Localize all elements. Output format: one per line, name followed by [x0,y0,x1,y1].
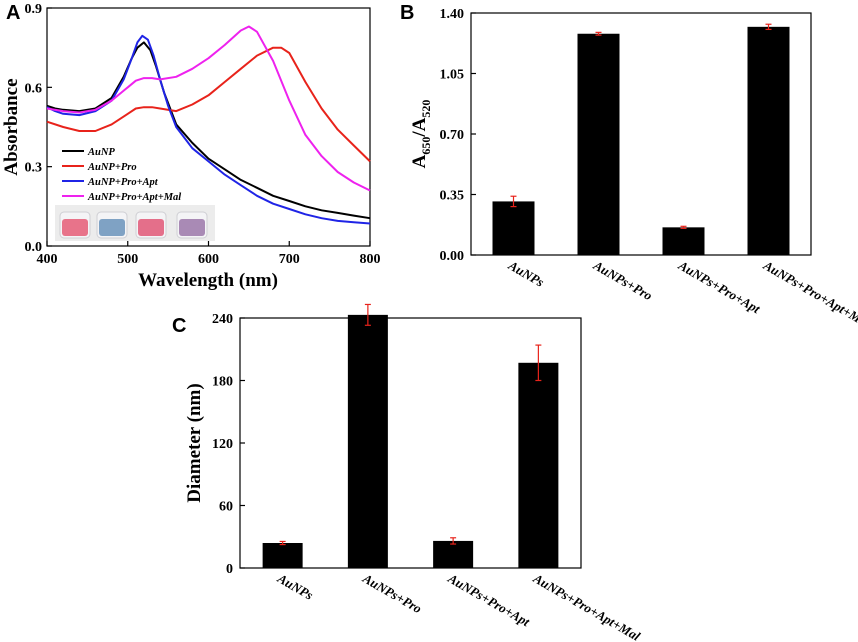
vial-aunp-pro [96,211,128,239]
y-tick-label-240: 240 [212,312,233,327]
x-tick-label-800: 800 [360,252,381,267]
bar-aunps-pro [577,33,620,255]
series-line-aunp-pro-apt-mal [46,25,371,192]
category-label-aunps-pro: AuNPs+Pro [360,570,425,616]
legend-label-auNP-pro-apt: AuNP+Pro+Apt [87,177,159,188]
category-label-aunps-pro-apt-mal: AuNPs+Pro+Apt+Mal [760,257,858,331]
y-tick-label-0.00: 0.00 [440,249,465,264]
category-label-aunps: AuNPs [274,570,316,603]
x-tick-label-500: 500 [117,252,138,267]
x-tick-label-600: 600 [198,252,219,267]
x-tick-label-400: 400 [37,252,58,267]
panel-a-y-axis-title: Absorbance [1,78,22,175]
y-tick-label-0.35: 0.35 [440,189,465,204]
bar-aunps-pro-apt-mal [518,362,559,568]
y-tick-label-0.6: 0.6 [25,81,43,96]
legend-label-auNP-pro: AuNP+Pro [87,162,137,173]
y-tick-label-0.70: 0.70 [440,128,465,143]
y-tick-label-60: 60 [219,500,233,515]
panel-a-letter: A [6,2,20,24]
bar-aunps-pro-apt-mal [747,26,790,256]
panel-c-y-axis-title: Diameter (nm) [184,383,205,502]
legend-label-auNP: AuNP [87,147,115,158]
panel-c-ticks: AuNPs AuNPs+Pro AuNPs+Pro+AptAuNPs+Pro+Apt… [212,312,643,642]
panel-a-ticks: 400 500 600 700 800 0.0 0.3 0.6 0.9 [25,2,381,267]
y-tick-label-180: 180 [212,375,233,390]
panel-b: B AuNPs AuNPs+Pro AuNPs+Pro+AptAuNPs+Pro+A… [400,2,858,331]
series-line-aunp-pro [46,46,371,163]
y-tick-label-0.3: 0.3 [25,161,43,176]
bar-aunps-pro-apt [662,227,705,255]
legend-label-auNP-pro-apt-mal: AuNP+Pro+Apt+Mal [87,192,181,203]
bar-aunps-pro-apt [433,540,474,568]
vial-aunp-pro-apt [135,211,167,239]
y-tick-label-0.0: 0.0 [25,240,43,255]
bar-aunps [492,201,535,255]
y-tick-label-1.05: 1.05 [440,68,465,83]
panel-a: A 400 500 600 700 800 0.0 0.3 0.6 0.9 Wavelength… [1,2,381,291]
y-tick-label-1.40: 1.40 [440,7,465,22]
bar-aunps-pro [347,314,388,568]
category-label-aunps-pro: AuNPs+Pro [590,257,655,303]
vial-aunp-pro-apt-mal [176,211,208,239]
panel-b-bars [492,23,790,256]
x-tick-label-700: 700 [279,252,300,267]
y-tick-label-120: 120 [212,437,233,452]
category-label-aunps: AuNPs [505,257,547,290]
panel-b-letter: B [400,2,414,24]
panel-a-legend: AuNP AuNP+Pro AuNP+Pro+Apt AuNP+Pro+Apt+… [62,147,181,203]
panel-b-y-axis-title: A650/A520 [409,100,433,169]
vial-aunp [59,211,91,239]
panel-a-curves [46,25,371,225]
bar-aunps [262,543,303,568]
panel-a-vial-inset [55,205,215,241]
category-label-aunps-pro-apt-mal: AuNPs+Pro+Apt+Mal [530,570,643,642]
panel-b-ticks: AuNPs AuNPs+Pro AuNPs+Pro+AptAuNPs+Pro+Apt… [440,7,858,331]
panel-a-x-axis-title: Wavelength (nm) [138,270,278,291]
category-label-aunps-pro-apt: AuNPs+Pro+Apt [445,570,533,629]
y-tick-label-0: 0 [226,562,233,577]
category-label-aunps-pro-apt: AuNPs+Pro+Apt [675,257,763,316]
y-tick-label-0.9: 0.9 [25,2,43,17]
panel-c: C AuNPs AuNPs+Pro AuNPs+Pro+AptAuNPs+Pro+A… [172,303,643,642]
panel-c-bars [262,303,559,568]
panel-c-letter: C [172,315,186,337]
